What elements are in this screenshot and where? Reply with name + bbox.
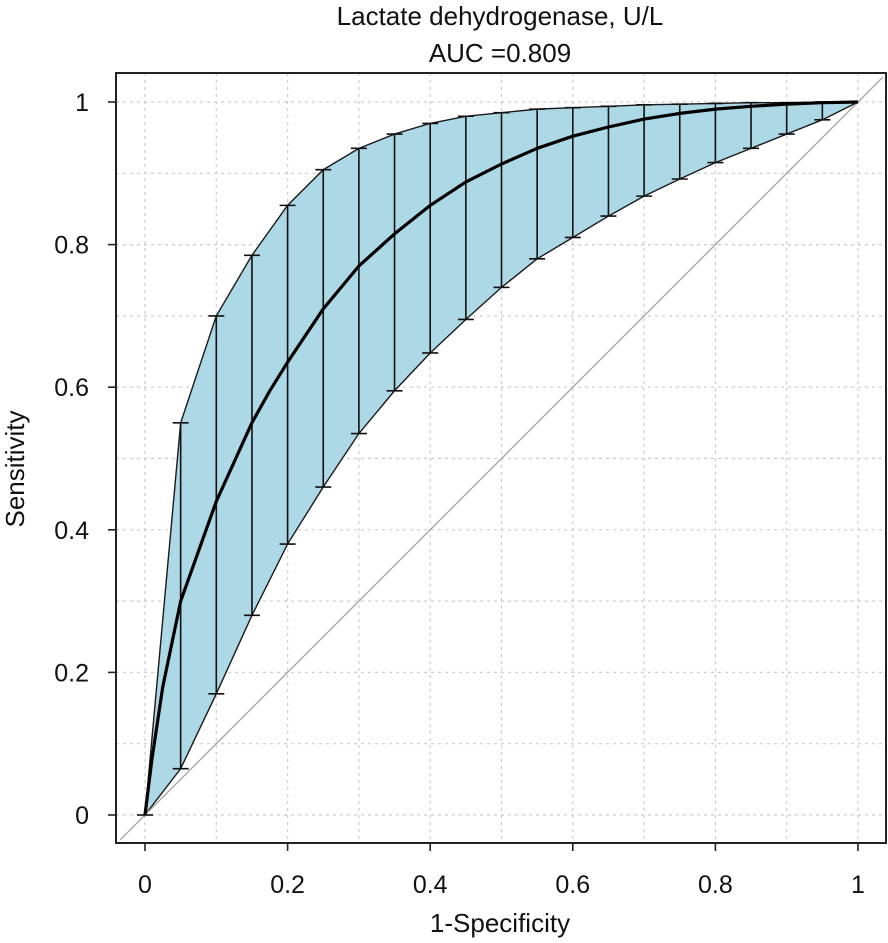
y-tick-label-0: 0 [75,802,89,830]
plot-frame [115,72,887,844]
roc-curve-line [143,100,859,816]
reference-diagonal [119,76,884,841]
x-tick-label-2: 0.4 [413,871,448,899]
x-axis: 0 0.2 0.4 0.6 0.8 1 [138,843,865,899]
x-tick-label-0: 0 [138,871,152,899]
reference-diagonal-line [119,76,884,841]
y-tick-label-5: 1 [75,89,89,117]
y-tick-label-4: 0.8 [54,232,89,260]
chart-title: Lactate dehydrogenase, U/L [337,1,664,31]
y-tick-label-3: 0.6 [54,374,89,402]
chart-subtitle: AUC =0.809 [429,38,571,68]
y-tick-label-1: 0.2 [54,659,89,687]
y-axis-label: Sensitivity [0,410,30,527]
roc-curve [143,100,859,816]
y-axis: 0 0.2 0.4 0.6 0.8 1 [54,89,116,830]
x-tick-label-5: 1 [851,871,865,899]
x-tick-label-4: 0.8 [698,871,733,899]
y-tick-label-2: 0.4 [54,517,89,545]
x-tick-label-3: 0.6 [555,871,590,899]
x-axis-label: 1-Specificity [430,908,570,938]
x-tick-label-1: 0.2 [270,871,305,899]
